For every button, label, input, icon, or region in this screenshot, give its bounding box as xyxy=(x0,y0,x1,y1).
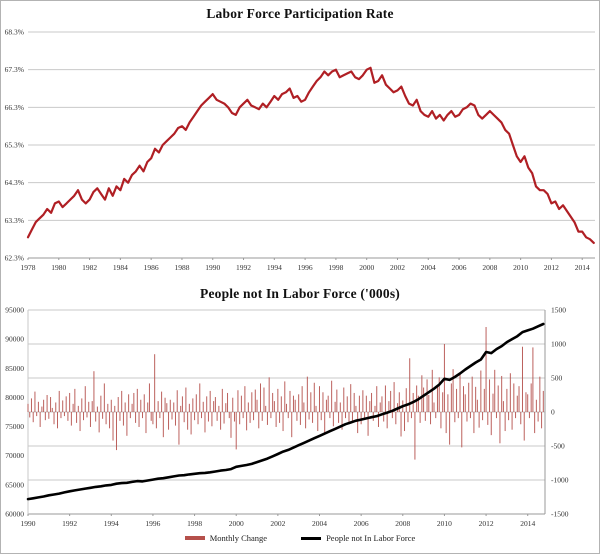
svg-text:2008: 2008 xyxy=(482,263,497,272)
svg-text:1500: 1500 xyxy=(551,306,566,315)
svg-text:1984: 1984 xyxy=(113,263,128,272)
svg-text:80000: 80000 xyxy=(5,393,24,402)
svg-text:2012: 2012 xyxy=(544,263,559,272)
svg-text:500: 500 xyxy=(551,374,563,383)
svg-text:2002: 2002 xyxy=(390,263,405,272)
svg-text:63.3%: 63.3% xyxy=(5,216,24,225)
svg-text:-1500: -1500 xyxy=(551,510,569,519)
svg-text:60000: 60000 xyxy=(5,510,24,519)
svg-text:1990: 1990 xyxy=(205,263,220,272)
svg-text:2012: 2012 xyxy=(479,519,494,528)
svg-text:1990: 1990 xyxy=(21,519,36,528)
svg-text:64.3%: 64.3% xyxy=(5,178,24,187)
svg-text:90000: 90000 xyxy=(5,335,24,344)
svg-text:-500: -500 xyxy=(551,442,565,451)
svg-text:1982: 1982 xyxy=(82,263,97,272)
svg-text:1978: 1978 xyxy=(21,263,36,272)
svg-text:2008: 2008 xyxy=(395,519,410,528)
svg-text:1996: 1996 xyxy=(298,263,313,272)
legend-item-monthly-change: Monthly Change xyxy=(184,533,268,543)
svg-text:67.3%: 67.3% xyxy=(5,65,24,74)
svg-text:1000: 1000 xyxy=(551,340,566,349)
not-in-labor-force-swatch-icon xyxy=(301,536,322,540)
legend-label-not-in-labor-force: People not In Labor Force xyxy=(326,533,416,543)
legend-item-not-in-labor-force: People not In Labor Force xyxy=(301,533,415,543)
svg-text:2004: 2004 xyxy=(312,519,327,528)
top-chart-plot: 68.3% 67.3% 66.3% 65.3% 64.3% 63.3% 62.3%1978 1… xyxy=(5,28,595,272)
svg-text:2006: 2006 xyxy=(452,263,467,272)
svg-text:2000: 2000 xyxy=(359,263,374,272)
svg-text:95000: 95000 xyxy=(5,306,24,315)
svg-text:2010: 2010 xyxy=(437,519,452,528)
svg-text:2006: 2006 xyxy=(354,519,369,528)
bottom-chart-title: People not In Labor Force ('000s) xyxy=(200,286,400,301)
svg-text:85000: 85000 xyxy=(5,364,24,373)
svg-text:0: 0 xyxy=(551,408,555,417)
svg-text:2002: 2002 xyxy=(270,519,285,528)
svg-text:1998: 1998 xyxy=(328,263,343,272)
svg-text:1992: 1992 xyxy=(236,263,251,272)
svg-text:75000: 75000 xyxy=(5,422,24,431)
bottom-chart-plot: 95000 90000 85000 80000 75000 70000 65000 60000… xyxy=(5,306,569,529)
svg-text:1988: 1988 xyxy=(174,263,189,272)
bottom-chart-legend: Monthly Change People not In Labor Force xyxy=(0,533,600,543)
svg-text:1980: 1980 xyxy=(51,263,66,272)
svg-text:65.3%: 65.3% xyxy=(5,141,24,150)
svg-text:1996: 1996 xyxy=(145,519,160,528)
svg-text:2014: 2014 xyxy=(520,519,535,528)
svg-text:1998: 1998 xyxy=(187,519,202,528)
svg-text:-1000: -1000 xyxy=(551,476,569,485)
svg-text:62.3%: 62.3% xyxy=(5,254,24,263)
svg-text:2014: 2014 xyxy=(575,263,590,272)
top-chart-title: Labor Force Participation Rate xyxy=(206,6,394,21)
svg-text:1994: 1994 xyxy=(267,263,282,272)
svg-text:1986: 1986 xyxy=(144,263,159,272)
svg-text:1992: 1992 xyxy=(62,519,77,528)
monthly-change-swatch-icon xyxy=(184,536,205,540)
svg-text:68.3%: 68.3% xyxy=(5,28,24,37)
svg-text:1994: 1994 xyxy=(104,519,119,528)
svg-text:66.3%: 66.3% xyxy=(5,103,24,112)
svg-text:70000: 70000 xyxy=(5,451,24,460)
svg-text:2010: 2010 xyxy=(513,263,528,272)
legend-label-monthly-change: Monthly Change xyxy=(209,533,268,543)
svg-text:2004: 2004 xyxy=(421,263,436,272)
svg-text:2000: 2000 xyxy=(229,519,244,528)
svg-text:65000: 65000 xyxy=(5,480,24,489)
